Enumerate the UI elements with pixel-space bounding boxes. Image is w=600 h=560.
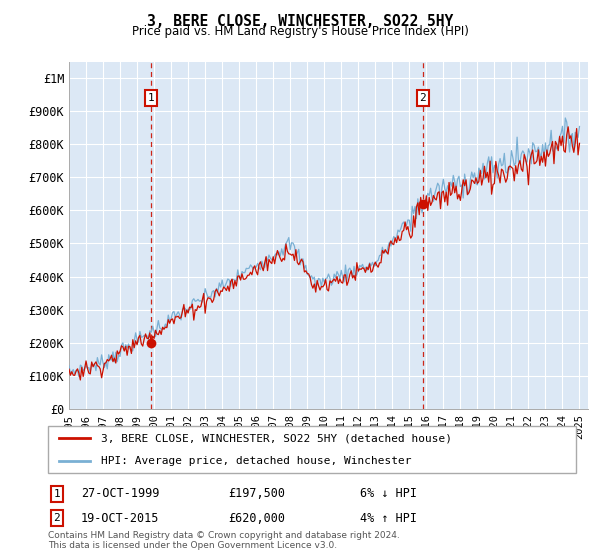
Text: £620,000: £620,000	[228, 511, 285, 525]
Text: Price paid vs. HM Land Registry's House Price Index (HPI): Price paid vs. HM Land Registry's House …	[131, 25, 469, 38]
Text: 19-OCT-2015: 19-OCT-2015	[81, 511, 160, 525]
Text: 2: 2	[419, 93, 427, 103]
Text: 6% ↓ HPI: 6% ↓ HPI	[360, 487, 417, 501]
Text: 4% ↑ HPI: 4% ↑ HPI	[360, 511, 417, 525]
Text: 1: 1	[148, 93, 154, 103]
Text: 3, BERE CLOSE, WINCHESTER, SO22 5HY (detached house): 3, BERE CLOSE, WINCHESTER, SO22 5HY (det…	[101, 433, 452, 444]
Text: 3, BERE CLOSE, WINCHESTER, SO22 5HY: 3, BERE CLOSE, WINCHESTER, SO22 5HY	[147, 14, 453, 29]
Text: 27-OCT-1999: 27-OCT-1999	[81, 487, 160, 501]
Text: 2: 2	[53, 513, 61, 523]
Text: 1: 1	[53, 489, 61, 499]
Text: HPI: Average price, detached house, Winchester: HPI: Average price, detached house, Winc…	[101, 456, 412, 466]
Text: £197,500: £197,500	[228, 487, 285, 501]
FancyBboxPatch shape	[48, 426, 576, 473]
Text: Contains HM Land Registry data © Crown copyright and database right 2024.
This d: Contains HM Land Registry data © Crown c…	[48, 530, 400, 550]
